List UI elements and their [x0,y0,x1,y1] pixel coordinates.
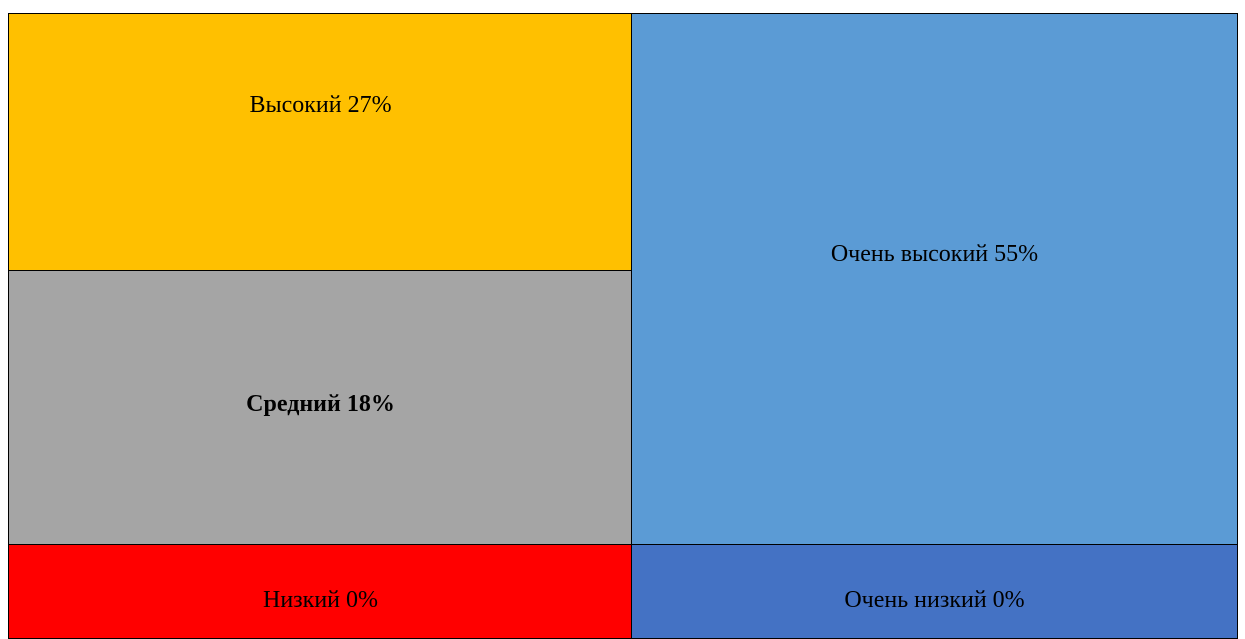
cell-low: Низкий 0% [8,544,633,639]
cell-label: Очень высокий 55% [830,241,1039,267]
cell-medium: Средний 18% [8,270,633,546]
cell-label: Средний 18% [246,391,395,417]
cell-high: Высокий 27% [8,13,633,272]
cell-label: Очень низкий 0% [844,587,1025,613]
cell-label: Низкий 0% [263,587,378,613]
cell-label: Высокий 27% [249,92,392,118]
cell-very-high: Очень высокий 55% [631,13,1238,546]
cell-very-low: Очень низкий 0% [631,544,1238,639]
